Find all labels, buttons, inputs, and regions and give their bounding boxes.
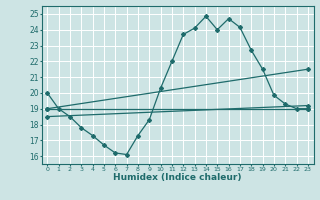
X-axis label: Humidex (Indice chaleur): Humidex (Indice chaleur) <box>113 173 242 182</box>
